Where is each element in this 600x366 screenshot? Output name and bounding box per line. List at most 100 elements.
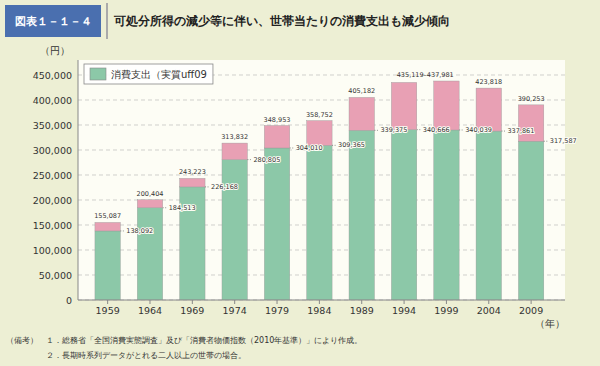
bar-segment	[476, 131, 501, 300]
x-tick	[446, 300, 447, 304]
bar-segment	[137, 208, 162, 300]
data-label: 337,861	[507, 127, 534, 135]
total-label: 200,404	[137, 190, 164, 198]
total-label: 348,953	[264, 116, 291, 124]
bar-segment	[476, 88, 501, 131]
data-label: 340,039	[465, 126, 492, 134]
x-tick	[319, 300, 320, 304]
total-label: 243,223	[179, 168, 206, 176]
legend-swatch	[90, 68, 106, 80]
bar-segment	[180, 178, 205, 187]
data-label: 317,587	[550, 137, 577, 145]
data-label: 339,375	[380, 126, 407, 134]
bar-segment	[264, 126, 289, 148]
x-tick	[149, 300, 150, 304]
bar-segment	[137, 200, 162, 208]
total-label: 423,818	[475, 78, 502, 86]
leader-line	[544, 141, 549, 142]
y-tick-label: 150,000	[33, 220, 72, 231]
x-axis-label: （年）	[535, 318, 565, 329]
x-tick-label: 2009	[519, 305, 543, 316]
bar-segment	[434, 130, 459, 300]
x-tick-label: 1974	[223, 305, 247, 316]
x-tick-label: 1984	[307, 305, 331, 316]
x-tick	[192, 300, 193, 304]
bar-segment	[434, 81, 459, 130]
x-tick-label: 1979	[265, 305, 289, 316]
grid-line	[78, 300, 565, 301]
plot-background	[78, 60, 565, 300]
total-label: 155,087	[94, 212, 121, 220]
leader-line	[501, 131, 506, 132]
x-axis-line	[78, 300, 565, 301]
grid	[78, 75, 565, 300]
leader-line	[374, 130, 379, 131]
leader-line	[290, 147, 295, 148]
total-label: 405,182	[348, 87, 375, 95]
x-tick	[234, 300, 235, 304]
bar-segment	[95, 231, 120, 300]
bar-segment	[349, 130, 374, 300]
y-tick-label: 400,000	[33, 95, 72, 106]
x-tick-label: 1999	[434, 305, 458, 316]
bar-segment	[222, 143, 247, 160]
y-tick-label: 450,000	[33, 70, 72, 81]
x-tick-label: 1959	[96, 305, 120, 316]
note: （備考） １．総務省「全国消費実態調査」及び「消費者物価指数（2010年基準）」…	[6, 336, 362, 345]
x-tick-label: 1964	[138, 305, 162, 316]
bar-segment	[391, 82, 416, 129]
bar-segment	[391, 130, 416, 300]
bar-segment	[264, 148, 289, 300]
x-tick	[488, 300, 489, 304]
bar-segment	[222, 160, 247, 300]
leader-line	[247, 159, 252, 160]
y-axis-label: （円）	[40, 45, 70, 56]
x-tick	[277, 300, 278, 304]
x-tick-label: 1994	[392, 305, 416, 316]
title-box	[5, 5, 101, 37]
y-tick-label: 100,000	[33, 245, 72, 256]
data-labels: 138,092 184,513 226,168 280,805 304,010 309,3…	[94, 71, 577, 235]
legend-label: 消費支出（実質uff09	[111, 69, 207, 80]
leader-line	[120, 230, 125, 231]
data-label: 184,513	[169, 204, 196, 212]
y-axis-line	[78, 60, 79, 300]
y-tick-labels: 050,000100,000150,000200,000250,000300,0…	[33, 70, 72, 306]
bar-segment	[307, 145, 332, 300]
y-tick-label: 300,000	[33, 145, 72, 156]
total-label: 313,832	[221, 133, 248, 141]
bars	[95, 81, 544, 300]
legend: 消費支出（実質uff09	[84, 64, 213, 84]
figure-number: 図表１－１－４	[15, 15, 92, 28]
x-tick	[404, 300, 405, 304]
bar-segment	[518, 105, 543, 141]
data-label: 280,805	[253, 156, 280, 164]
x-tick-label: 2004	[477, 305, 501, 316]
title: 可処分所得の減少等に伴い、世帯当たりの消費支出も減少傾向	[113, 14, 450, 28]
leader-line	[205, 186, 210, 187]
data-label: 340,666	[423, 126, 450, 134]
bar-segment	[307, 121, 332, 146]
leader-line	[332, 145, 337, 146]
x-tick-label: 1989	[350, 305, 374, 316]
data-label: 309,365	[338, 141, 365, 149]
y-tick-label: 250,000	[33, 170, 72, 181]
data-label: 304,010	[296, 144, 323, 152]
data-label: 226,168	[211, 183, 238, 191]
x-tick	[361, 300, 362, 304]
leader-line	[417, 129, 422, 130]
y-tick-label: 350,000	[33, 120, 72, 131]
data-label: 138,092	[126, 227, 153, 235]
y-tick-label: 0	[66, 295, 72, 306]
chart: 図表１－１－４可処分所得の減少等に伴い、世帯当たりの消費支出も減少傾向050,0…	[0, 0, 600, 366]
bar-segment	[518, 141, 543, 300]
bar-segment	[95, 222, 120, 230]
x-tick	[531, 300, 532, 304]
total-label: 358,752	[306, 111, 333, 119]
bar-segment	[349, 97, 374, 130]
x-ticks: 1959196419691974197919841989199419992004…	[96, 300, 544, 316]
total-label: 435,119–437,981	[397, 71, 454, 79]
background	[0, 0, 600, 366]
leader-line	[163, 207, 168, 208]
note: ２．長期時系列データがとれる二人以上の世帯の場合。	[6, 351, 246, 360]
